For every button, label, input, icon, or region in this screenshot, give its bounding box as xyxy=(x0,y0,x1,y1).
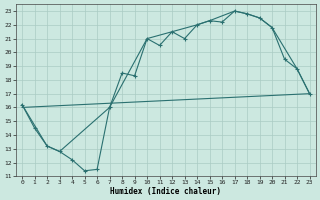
X-axis label: Humidex (Indice chaleur): Humidex (Indice chaleur) xyxy=(110,187,221,196)
